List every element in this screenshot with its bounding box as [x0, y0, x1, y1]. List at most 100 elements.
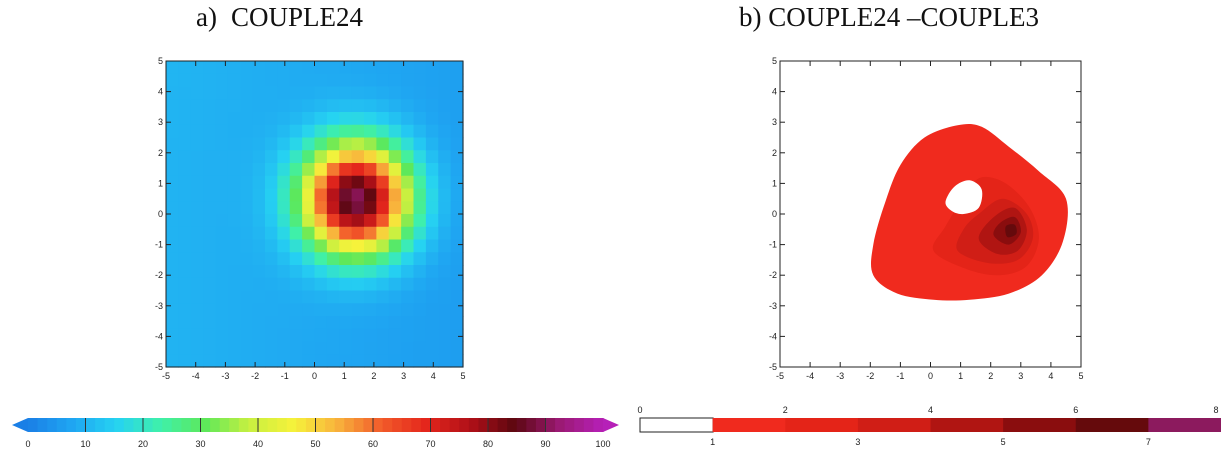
heatmap-cell	[277, 214, 291, 228]
heatmap-cell	[425, 163, 439, 177]
heatmap-cell	[252, 73, 266, 88]
heatmap-cell	[438, 239, 452, 253]
colorbar-segment	[507, 418, 518, 432]
heatmap-cell	[265, 201, 278, 215]
heatmap-cell	[326, 73, 340, 88]
heatmap-cell	[302, 316, 316, 330]
heatmap-cell	[351, 265, 365, 279]
heatmap-cell	[413, 163, 427, 177]
heatmap-cell	[376, 239, 390, 253]
colorbar-tick-label: 100	[595, 439, 610, 449]
heatmap-cell	[413, 341, 427, 355]
heatmap-cell	[364, 175, 377, 190]
heatmap-cell	[401, 303, 415, 317]
heatmap-cell	[289, 290, 303, 304]
panel-a-axes: -5 -4 -3 -2 -1 0 1 2 3 4 5 -5 -4 -3 -2 -1 0 1 2 3 4 5	[155, 56, 466, 381]
heatmap-cell	[302, 290, 316, 304]
heatmap-cell	[227, 150, 241, 164]
colorbar-extend-low	[12, 418, 28, 432]
panel-b-xtick-label: -1	[896, 371, 904, 381]
heatmap-cell	[252, 277, 266, 292]
colorbar-segment	[516, 418, 527, 432]
heatmap-cell	[203, 226, 217, 241]
colorbar-tick-label-bottom: 1	[710, 437, 715, 447]
panel-b-xtick-label: 2	[988, 371, 993, 381]
heatmap-cell	[302, 73, 316, 88]
heatmap-cell	[240, 137, 254, 151]
heatmap-cell	[265, 124, 278, 139]
colorbar-tick-label-top: 4	[928, 405, 933, 415]
heatmap-cell	[364, 201, 377, 215]
colorbar-segment	[210, 418, 221, 432]
heatmap-cell	[252, 175, 266, 190]
colorbar-tick-label-bottom: 3	[855, 437, 860, 447]
heatmap-cell	[425, 124, 439, 139]
heatmap-cell	[215, 61, 229, 75]
heatmap-cell	[215, 214, 229, 228]
heatmap-cell	[364, 290, 377, 304]
heatmap-cell	[289, 214, 303, 228]
heatmap-cell	[203, 214, 217, 228]
heatmap-cell	[388, 226, 402, 241]
heatmap-cell	[166, 239, 179, 253]
heatmap-cell	[265, 61, 278, 75]
heatmap-cell	[364, 316, 377, 330]
panel-b-xtick-label: -5	[776, 371, 784, 381]
heatmap-cell	[413, 175, 427, 190]
heatmap-cell	[203, 277, 217, 292]
heatmap-cell	[302, 341, 316, 355]
panel-b-ytick-label: 1	[772, 178, 777, 188]
heatmap-cell	[289, 150, 303, 164]
heatmap-cell	[388, 73, 402, 88]
heatmap-cell	[425, 214, 439, 228]
heatmap-cell	[364, 61, 377, 75]
heatmap-cell	[401, 137, 415, 151]
heatmap-cell	[326, 265, 340, 279]
heatmap-cell	[425, 316, 439, 330]
colorbar-segment	[114, 418, 125, 432]
heatmap-cell	[265, 112, 278, 126]
heatmap-cell	[351, 163, 365, 177]
heatmap-cell	[401, 175, 415, 190]
heatmap-cell	[166, 99, 179, 113]
heatmap-cell	[227, 277, 241, 292]
heatmap-cell	[388, 61, 402, 75]
panel-a-xtick-label: 1	[342, 371, 347, 381]
heatmap-cell	[302, 188, 316, 202]
heatmap-cell	[215, 265, 229, 279]
heatmap-cell	[190, 99, 204, 113]
heatmap-cell	[203, 137, 217, 151]
heatmap-cell	[364, 112, 377, 126]
colorbar-segment	[488, 418, 499, 432]
heatmap-cell	[351, 214, 365, 228]
heatmap-cell	[277, 124, 291, 139]
heatmap-cell	[302, 354, 316, 368]
heatmap-cell	[203, 124, 217, 139]
heatmap-cell	[203, 290, 217, 304]
colorbar-tick-label: 90	[540, 439, 550, 449]
heatmap-cell	[277, 328, 291, 343]
heatmap-cell	[425, 188, 439, 202]
heatmap-cell	[376, 214, 390, 228]
heatmap-cell	[240, 214, 254, 228]
heatmap-cell	[190, 137, 204, 151]
heatmap-cell	[438, 354, 452, 368]
heatmap-cell	[166, 290, 179, 304]
heatmap-cell	[351, 316, 365, 330]
heatmap-cell	[314, 188, 328, 202]
heatmap-cell	[450, 290, 464, 304]
heatmap-cell	[215, 73, 229, 88]
heatmap-cell	[351, 226, 365, 241]
heatmap-cell	[364, 354, 377, 368]
heatmap-cell	[190, 124, 204, 139]
heatmap-cell	[425, 137, 439, 151]
heatmap-cell	[203, 73, 217, 88]
heatmap-cell	[227, 163, 241, 177]
heatmap-cell	[240, 239, 254, 253]
heatmap-cell	[339, 354, 353, 368]
heatmap-cell	[240, 163, 254, 177]
heatmap-cell	[178, 124, 192, 139]
heatmap-cell	[326, 354, 340, 368]
heatmap-cell	[265, 328, 278, 343]
heatmap-cell	[265, 316, 278, 330]
